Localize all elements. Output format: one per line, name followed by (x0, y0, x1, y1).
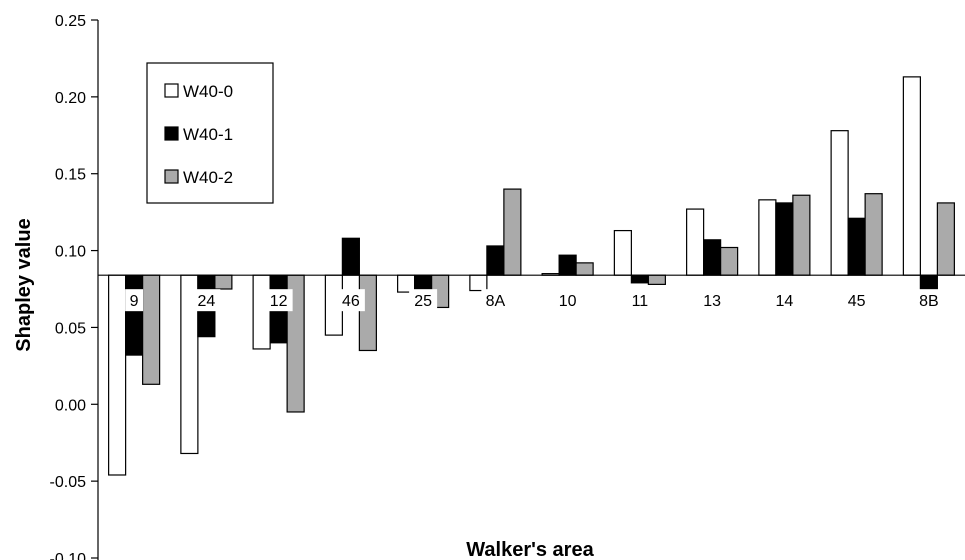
legend-label: W40-2 (183, 168, 233, 187)
category-label-bg (770, 289, 799, 312)
y-tick-label: -0.05 (50, 474, 87, 491)
legend-label: W40-0 (183, 82, 233, 101)
category-label: 13 (703, 293, 721, 310)
y-tick-label: 0.10 (55, 244, 86, 261)
y-tick-label: 0.15 (55, 167, 86, 184)
y-axis-title: Shapley value (13, 218, 35, 351)
bar-w40-1-10 (558, 254, 577, 276)
bar-w40-0-45 (830, 130, 849, 276)
category-label-bg (842, 289, 871, 312)
bar-w40-2-24 (214, 274, 233, 290)
bar-w40-1-8b (919, 274, 938, 290)
bar-w40-2-46 (358, 274, 377, 352)
category-label-bg (914, 289, 943, 312)
bar-w40-2-14 (792, 194, 811, 276)
bar-w40-0-14 (758, 199, 777, 276)
bar-w40-1-13 (703, 239, 722, 276)
y-tick-label: 0.20 (55, 90, 86, 107)
category-label-bg (409, 289, 438, 312)
bar-w40-0-8b (902, 76, 921, 276)
bar-w40-1-45 (847, 217, 866, 276)
legend-swatch (164, 169, 179, 184)
bar-w40-1-14 (775, 202, 794, 276)
category-label: 11 (632, 293, 649, 310)
category-label: 45 (848, 293, 866, 310)
category-label-bg (553, 289, 582, 312)
category-label: 14 (775, 293, 793, 310)
category-label: 12 (270, 293, 288, 310)
bar-w40-0-13 (686, 208, 705, 276)
category-label: 25 (414, 293, 432, 310)
bar-w40-2-13 (720, 246, 739, 276)
bar-w40-1-8a (486, 245, 505, 276)
y-tick-label: -0.10 (50, 551, 87, 560)
y-tick-label: 0.25 (55, 13, 86, 30)
y-axis: 0.25 0.20 0.15 0.10 0.05 0.00 -0.05 -0.10 (50, 13, 99, 560)
legend-swatch (164, 83, 179, 98)
category-labels: 9 24 12 46 25 8A 10 11 13 14 45 8B (125, 289, 943, 312)
bar-w40-2-45 (864, 193, 883, 276)
x-axis-title: Walker's area (466, 539, 594, 560)
bar-w40-0-9 (108, 274, 127, 476)
category-label: 8A (486, 293, 506, 310)
bar-w40-2-9 (142, 274, 161, 385)
bar-w40-2-8a (503, 188, 522, 276)
category-label: 9 (130, 293, 139, 310)
y-tick-label: 0.05 (55, 320, 86, 337)
bar-w40-1-11 (630, 274, 649, 284)
bar-w40-1-9 (125, 274, 144, 356)
legend: W40-0 W40-1 W40-2 (146, 62, 274, 204)
category-label-bg (125, 289, 144, 312)
bar-w40-0-12 (252, 274, 271, 350)
category-label-bg (625, 289, 654, 312)
category-label-bg (698, 289, 727, 312)
category-label-bg (264, 289, 293, 312)
bar-w40-1-46 (341, 237, 360, 276)
legend-label: W40-1 (183, 125, 233, 144)
legend-swatch (164, 126, 179, 141)
category-label-bg (336, 289, 365, 312)
category-label-bg (192, 289, 221, 312)
category-label: 24 (197, 293, 215, 310)
bar-w40-0-11 (613, 229, 632, 276)
bar-w40-2-11 (647, 274, 666, 285)
y-tick-label: 0.00 (55, 397, 86, 414)
bar-w40-0-8a (469, 274, 488, 292)
category-label-bg (481, 289, 510, 312)
category-label: 10 (559, 293, 577, 310)
category-label: 8B (919, 293, 939, 310)
bar-w40-2-8b (936, 202, 955, 276)
bar-w40-2-10 (575, 262, 594, 276)
category-label: 46 (342, 293, 360, 310)
